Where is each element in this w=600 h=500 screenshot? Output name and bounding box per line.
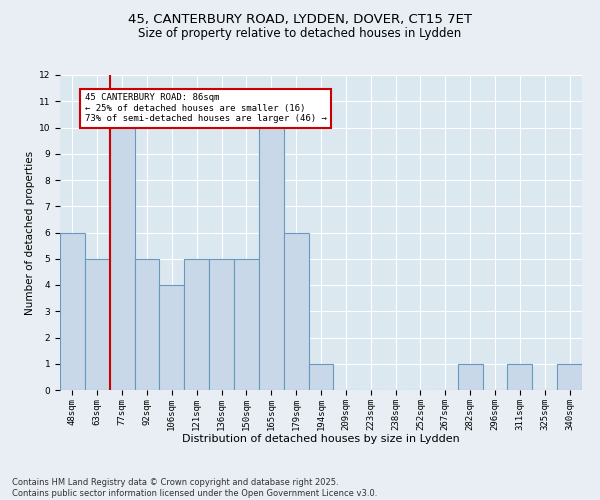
Text: 45 CANTERBURY ROAD: 86sqm
← 25% of detached houses are smaller (16)
73% of semi-: 45 CANTERBURY ROAD: 86sqm ← 25% of detac… (85, 94, 327, 123)
Text: Contains HM Land Registry data © Crown copyright and database right 2025.
Contai: Contains HM Land Registry data © Crown c… (12, 478, 377, 498)
Bar (284, 232, 308, 390)
X-axis label: Distribution of detached houses by size in Lydden: Distribution of detached houses by size … (182, 434, 460, 444)
Bar (508, 364, 532, 390)
Bar (110, 128, 134, 390)
Bar (308, 364, 334, 390)
Bar (259, 128, 284, 390)
Y-axis label: Number of detached properties: Number of detached properties (25, 150, 35, 314)
Bar (134, 259, 160, 390)
Bar (184, 259, 209, 390)
Text: Size of property relative to detached houses in Lydden: Size of property relative to detached ho… (139, 28, 461, 40)
Bar (85, 259, 110, 390)
Text: 45, CANTERBURY ROAD, LYDDEN, DOVER, CT15 7ET: 45, CANTERBURY ROAD, LYDDEN, DOVER, CT15… (128, 12, 472, 26)
Bar (209, 259, 234, 390)
Bar (234, 259, 259, 390)
Bar (160, 285, 184, 390)
Bar (557, 364, 582, 390)
Bar (60, 232, 85, 390)
Bar (458, 364, 482, 390)
